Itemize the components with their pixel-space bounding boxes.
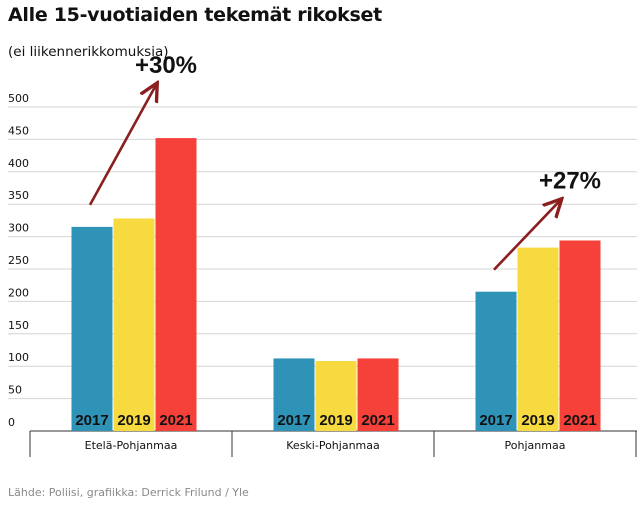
percent-change-label: +27% (539, 168, 601, 195)
bar (315, 361, 357, 431)
series-label: 2017 (277, 412, 310, 429)
y-tick-label: 400 (8, 157, 29, 170)
x-category-label: Pohjanmaa (505, 439, 566, 452)
y-tick-label: 50 (8, 384, 22, 397)
bar (113, 218, 155, 431)
bar (475, 291, 517, 431)
trend-arrow (493, 201, 560, 271)
series-label: 2019 (117, 412, 150, 429)
series-label: 2021 (159, 412, 192, 429)
bar (559, 240, 601, 431)
bar (357, 358, 399, 431)
y-tick-label: 300 (8, 222, 29, 235)
x-category-label: Keski-Pohjanmaa (286, 439, 379, 452)
y-tick-label: 200 (8, 286, 29, 299)
series-label: 2017 (75, 412, 108, 429)
chart-subtitle: (ei liikennerikkomuksia) (8, 44, 169, 60)
bar (155, 138, 197, 431)
series-label: 2021 (563, 412, 596, 429)
y-tick-label: 0 (8, 416, 15, 429)
source-credit: Lähde: Poliisi, grafiikka: Derrick Frilu… (8, 486, 249, 499)
bar (71, 226, 113, 431)
bar (517, 247, 559, 431)
y-tick-label: 450 (8, 124, 29, 137)
trend-arrow (88, 85, 156, 206)
series-label: 2021 (361, 412, 394, 429)
bar (273, 358, 315, 431)
series-label: 2019 (521, 412, 554, 429)
y-tick-label: 100 (8, 351, 29, 364)
series-label: 2017 (479, 412, 512, 429)
x-category-label: Etelä-Pohjanmaa (85, 439, 178, 452)
y-tick-label: 250 (8, 254, 29, 267)
series-label: 2019 (319, 412, 352, 429)
y-tick-label: 350 (8, 189, 29, 202)
chart-title: Alle 15-vuotiaiden tekemät rikokset (8, 4, 382, 26)
percent-change-label: +30% (135, 52, 197, 79)
y-tick-label: 500 (8, 92, 29, 105)
y-tick-label: 150 (8, 319, 29, 332)
